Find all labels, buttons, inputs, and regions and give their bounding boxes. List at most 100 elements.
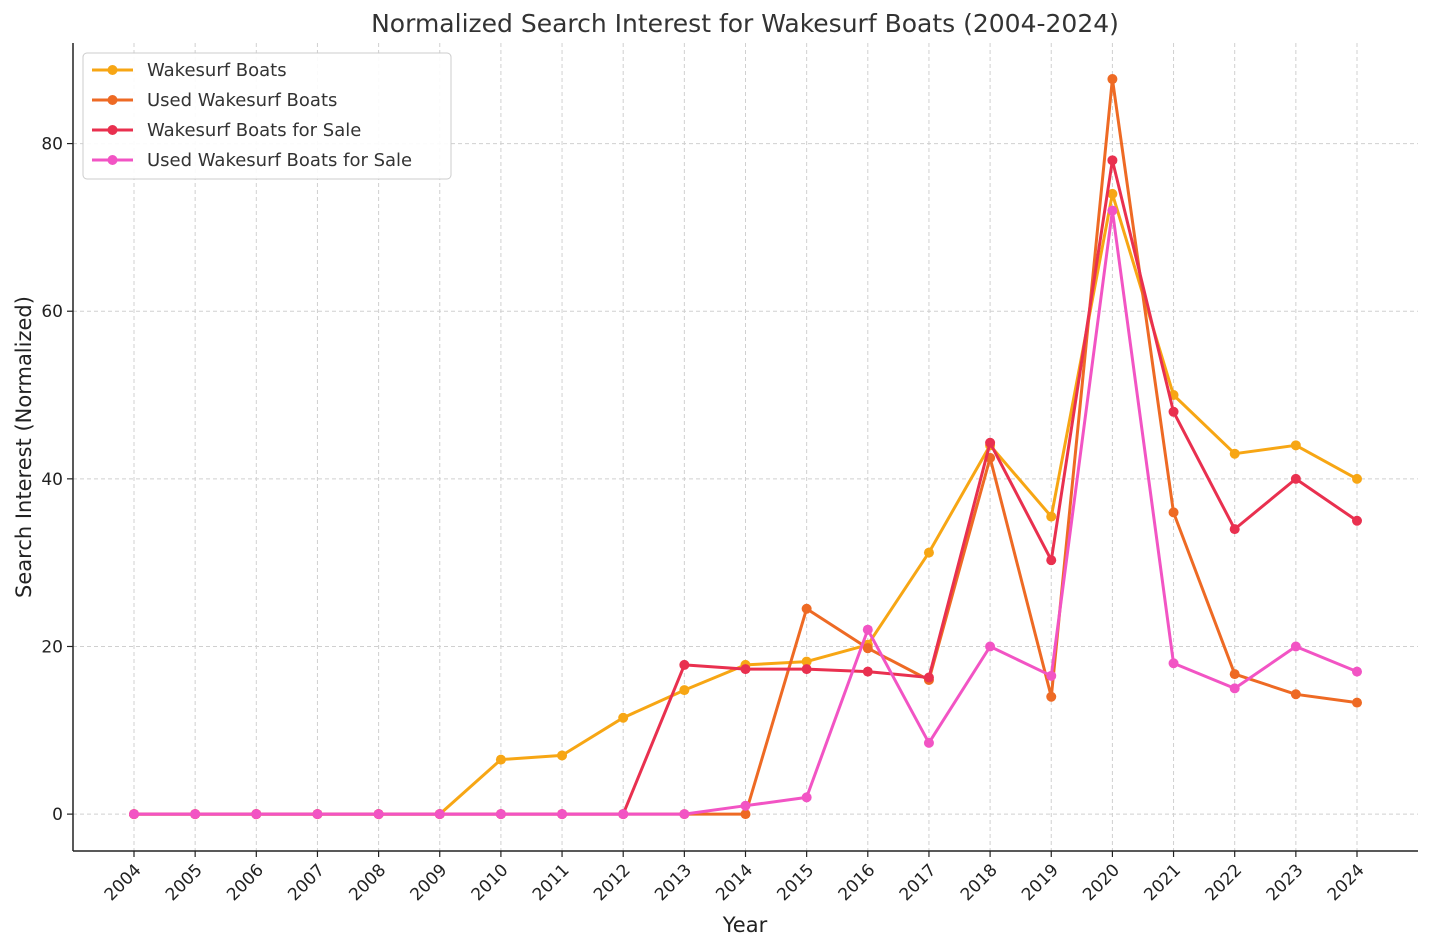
data-point	[1107, 74, 1118, 85]
x-tick-label: 2008	[345, 860, 390, 905]
data-point	[1107, 188, 1118, 199]
data-point	[985, 437, 996, 448]
data-point	[1352, 473, 1362, 484]
legend-label: Wakesurf Boats for Sale	[147, 120, 361, 141]
series-3	[129, 205, 1362, 820]
y-tick-label: 40	[41, 470, 63, 490]
data-point	[1229, 524, 1240, 535]
data-point	[557, 809, 568, 820]
data-point	[1168, 507, 1179, 518]
y-tick-label: 20	[41, 637, 63, 657]
x-tick-label: 2016	[835, 860, 880, 905]
data-point	[1290, 440, 1301, 451]
data-point	[373, 809, 384, 820]
legend-swatch-marker	[107, 65, 118, 75]
x-tick-label: 2023	[1263, 860, 1308, 905]
legend-box	[82, 52, 452, 180]
data-point	[190, 809, 201, 820]
legend-label: Wakesurf Boats	[147, 60, 287, 81]
data-point	[1046, 555, 1057, 566]
chart-title: Normalized Search Interest for Wakesurf …	[371, 9, 1119, 38]
data-point	[1229, 683, 1240, 694]
legend: Wakesurf Boats Used Wakesurf Boats Wakesur…	[82, 52, 452, 180]
data-point	[679, 685, 690, 696]
data-point	[434, 809, 445, 820]
y-tick-label: 60	[41, 302, 63, 322]
x-tick-label: 2022	[1201, 860, 1246, 905]
data-point	[740, 809, 751, 820]
data-point	[1107, 205, 1118, 216]
x-tick-label: 2017	[896, 860, 941, 905]
legend-label: Used Wakesurf Boats for Sale	[147, 150, 412, 171]
x-tick-label: 2018	[957, 860, 1002, 905]
x-tick-label: 2010	[468, 860, 513, 905]
data-point	[1046, 511, 1057, 522]
legend-item: Used Wakesurf Boats	[92, 90, 337, 111]
data-point	[923, 672, 934, 683]
data-point	[801, 792, 812, 803]
x-tick-label: 2011	[529, 860, 574, 905]
x-tick-label: 2007	[284, 860, 329, 905]
data-point	[862, 624, 873, 635]
data-point	[1352, 515, 1362, 526]
data-point	[495, 809, 506, 820]
series-layer	[129, 74, 1362, 820]
x-tick-label: 2009	[407, 860, 452, 905]
x-tick-label: 2012	[590, 860, 635, 905]
legend-swatch-marker	[107, 155, 118, 165]
data-point	[801, 603, 812, 614]
legend-item: Wakesurf Boats for Sale	[92, 120, 361, 141]
grid-layer	[73, 43, 1418, 851]
x-tick-label: 2015	[773, 860, 818, 905]
x-axis-label: Year	[722, 913, 768, 937]
data-point	[618, 809, 629, 820]
y-axis-label: Search Interest (Normalized)	[12, 296, 36, 598]
data-point	[801, 656, 812, 667]
legend-swatch-marker	[107, 125, 118, 135]
data-point	[557, 750, 568, 761]
data-point	[1290, 689, 1301, 700]
legend-item: Used Wakesurf Boats for Sale	[92, 150, 412, 171]
y-tick-label: 0	[52, 805, 63, 825]
data-point	[740, 664, 751, 675]
x-tick-label: 2024	[1324, 860, 1369, 905]
data-point	[679, 809, 690, 820]
data-point	[923, 737, 934, 748]
data-point	[251, 809, 262, 820]
x-tick-label: 2005	[162, 860, 207, 905]
data-point	[862, 666, 873, 677]
x-tick-label: 2020	[1079, 860, 1124, 905]
data-point	[1352, 697, 1362, 708]
data-point	[129, 809, 139, 820]
data-point	[1290, 473, 1301, 484]
data-point	[1046, 691, 1057, 702]
data-point	[1290, 641, 1301, 652]
x-tick-label: 2021	[1140, 860, 1185, 905]
y-tick-label: 80	[41, 135, 63, 155]
legend-item: Wakesurf Boats	[92, 60, 287, 81]
data-point	[1168, 658, 1179, 669]
data-point	[495, 754, 506, 765]
data-point	[618, 712, 629, 723]
x-tick-label: 2014	[712, 860, 757, 905]
data-point	[1168, 406, 1179, 417]
x-tick-label: 2019	[1018, 860, 1063, 905]
data-point	[1107, 155, 1118, 166]
legend-swatch-marker	[107, 95, 118, 105]
data-point	[862, 643, 873, 654]
x-tick-label: 2004	[101, 860, 146, 905]
legend-label: Used Wakesurf Boats	[147, 90, 337, 111]
data-point	[923, 547, 934, 558]
data-point	[985, 641, 996, 652]
data-point	[1229, 448, 1240, 459]
x-tick-label: 2013	[651, 860, 696, 905]
data-point	[801, 664, 812, 675]
x-tick-label: 2006	[223, 860, 268, 905]
data-point	[1229, 669, 1240, 680]
data-point	[679, 659, 690, 670]
data-point	[1046, 670, 1057, 681]
data-point	[1352, 666, 1362, 677]
data-point	[312, 809, 323, 820]
